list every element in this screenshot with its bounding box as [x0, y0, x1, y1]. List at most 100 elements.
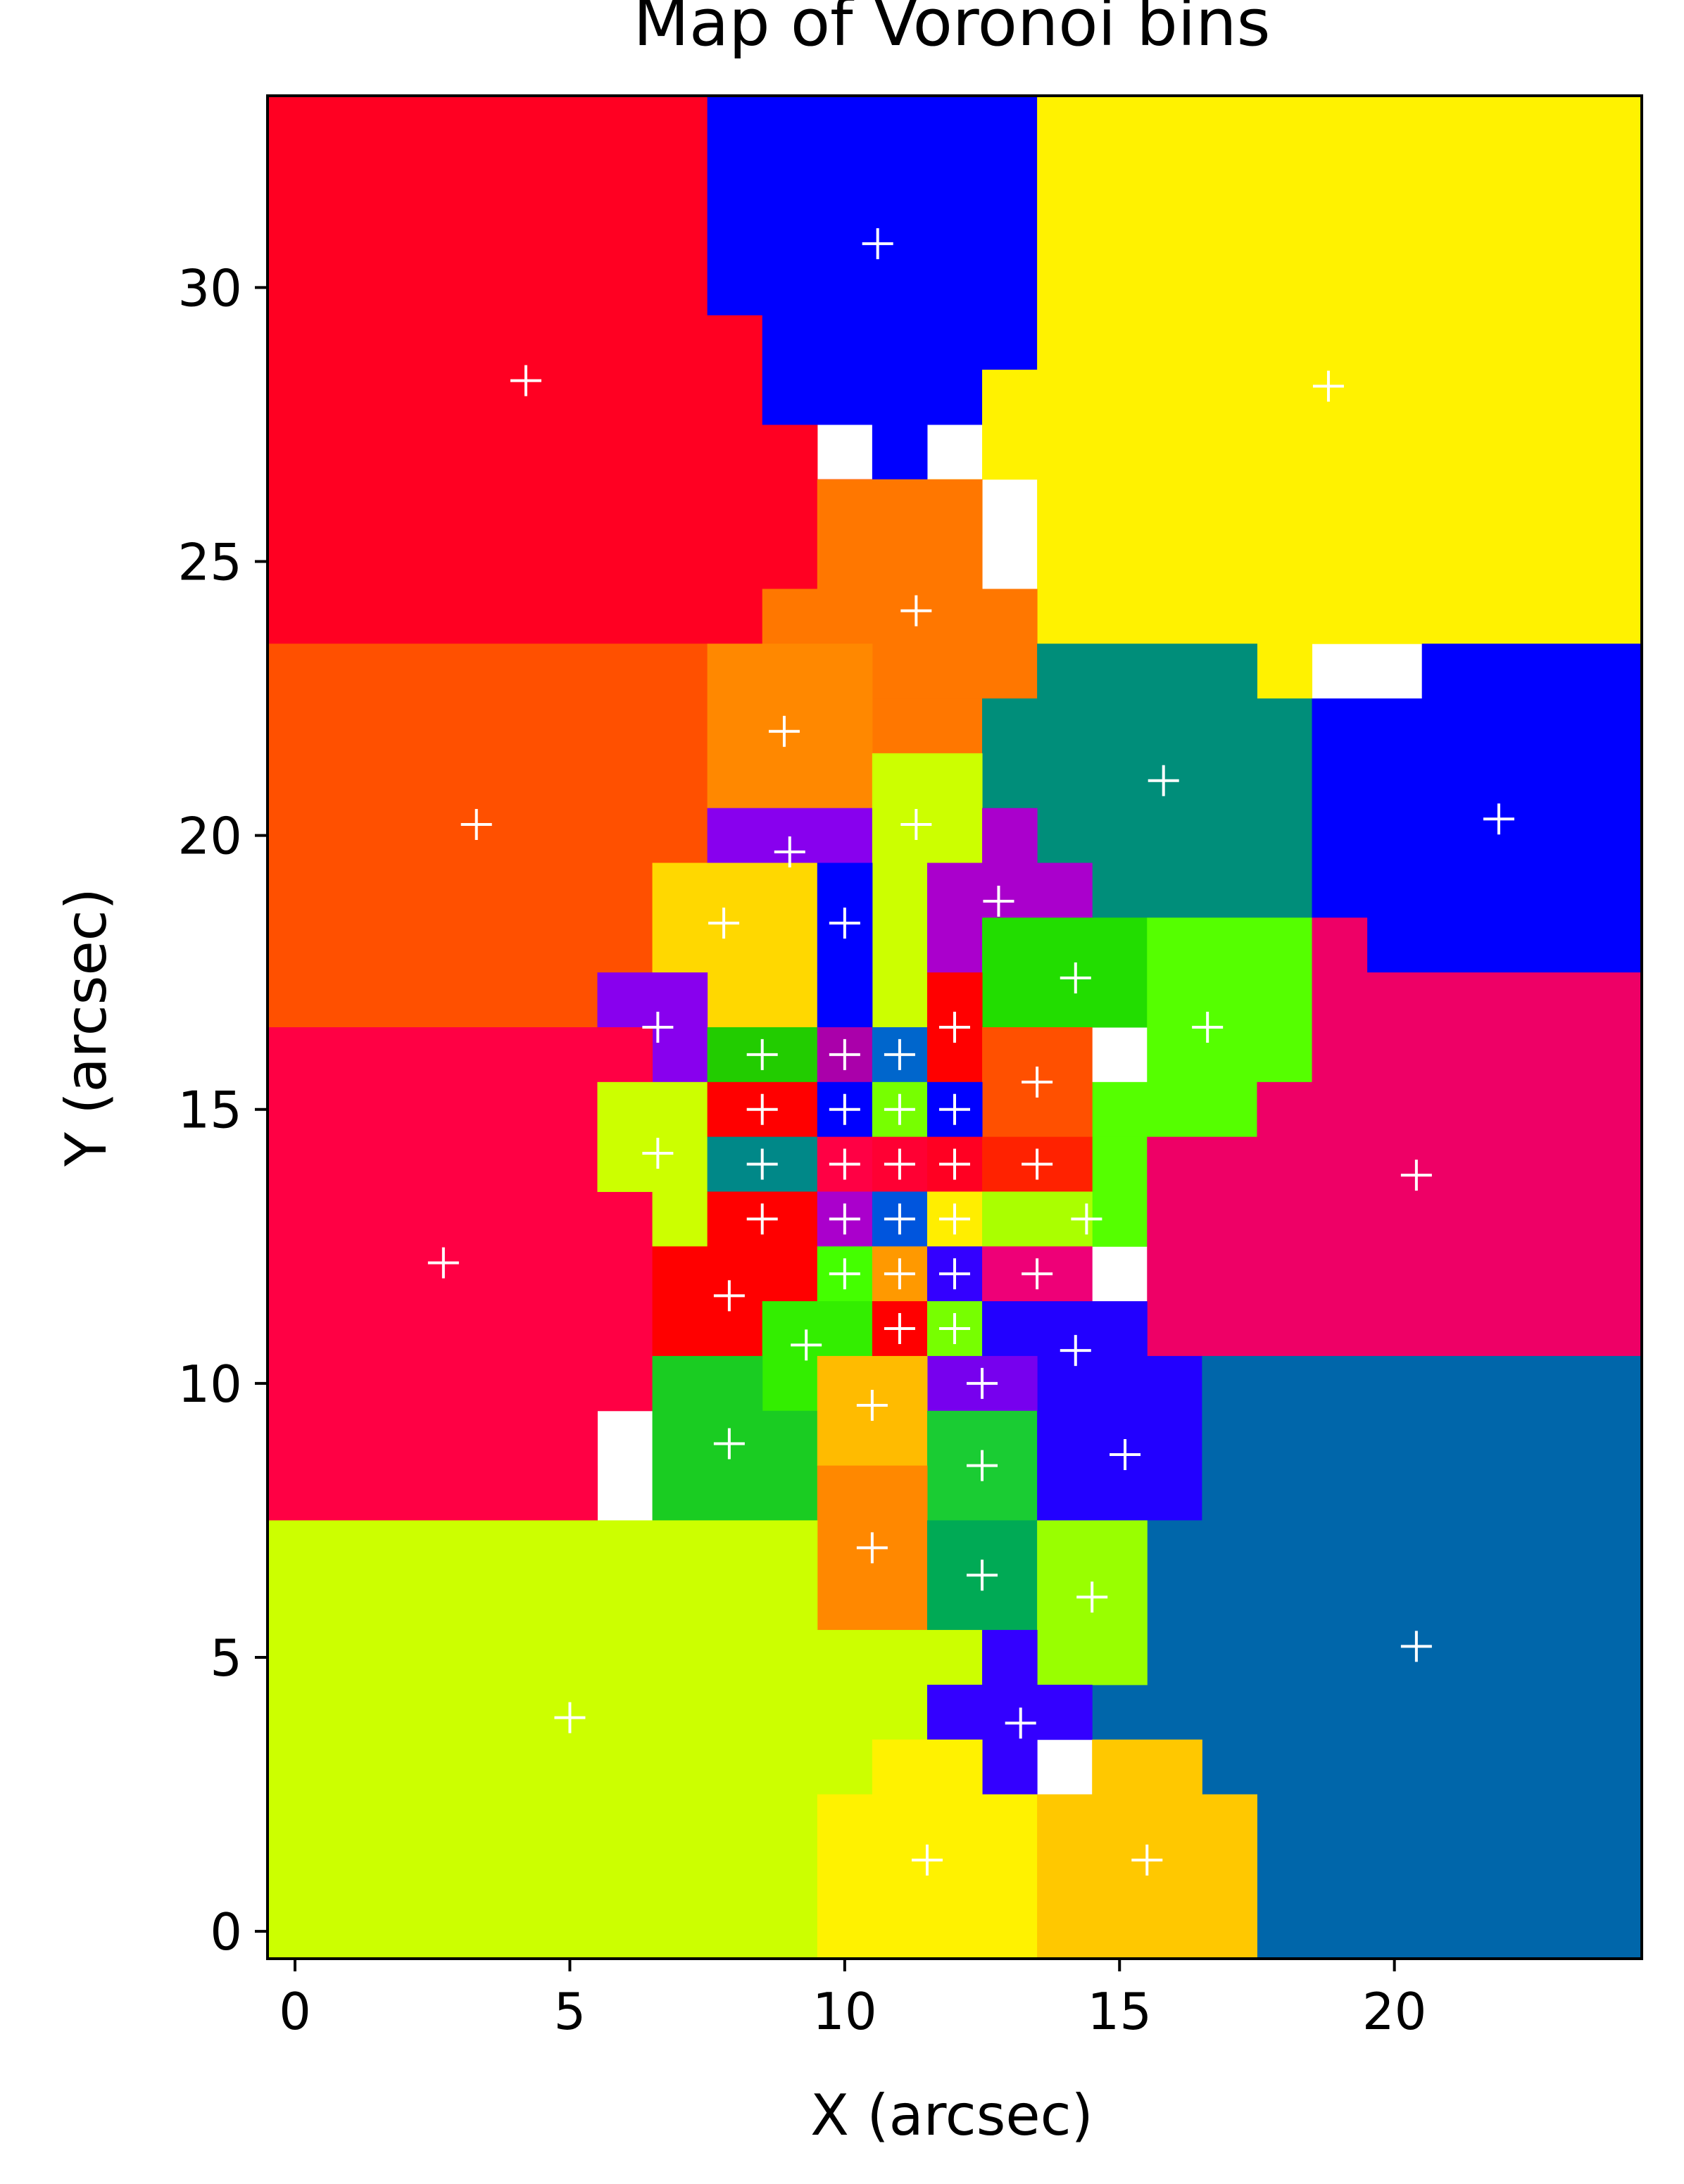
bin-cell-b02-0 [707, 96, 1038, 315]
bin-cell-b03-0 [1037, 96, 1642, 644]
bin-cell-b19-0 [597, 1081, 708, 1192]
x-tick-label: 20 [1362, 1982, 1427, 2041]
bin-cell-b16-1 [1257, 1081, 1642, 1138]
centroid-marker-b41 [884, 1258, 915, 1290]
bin-cell-b47-1 [1037, 1355, 1148, 1412]
bin-cell-b12-0 [652, 862, 818, 973]
bin-cell-b08-1 [1421, 644, 1642, 699]
centroid-marker-b17 [642, 1012, 674, 1043]
centroid-marker-b21 [829, 1038, 860, 1070]
centroid-marker-b52 [1110, 1439, 1141, 1471]
centroid-marker-b01 [510, 365, 541, 396]
centroid-marker-b19 [642, 1137, 674, 1169]
centroid-marker-b20 [746, 1038, 778, 1070]
bin-cell-b59-1 [872, 1739, 983, 1795]
y-tick-label: 15 [177, 1081, 242, 1140]
bin-cell-b47-0 [982, 1301, 1148, 1357]
centroid-marker-b23 [939, 1012, 970, 1043]
centroid-marker-b36 [884, 1203, 915, 1235]
centroid-marker-b44 [791, 1329, 822, 1361]
bin-cell-b44-0 [762, 1301, 873, 1357]
bin-cell-b60-0 [1037, 1794, 1257, 1959]
bin-cell-b57-3 [872, 1684, 928, 1740]
centroid-marker-b16 [1400, 1160, 1432, 1191]
centroid-marker-b57 [554, 1702, 586, 1733]
centroid-marker-b09 [774, 836, 805, 867]
centroid-marker-b47 [1060, 1335, 1091, 1367]
bin-cell-b08-0 [1312, 698, 1642, 918]
centroid-marker-b12 [708, 908, 740, 939]
centroid-markers-layer [427, 228, 1514, 1876]
bin-cell-b34-1 [652, 1246, 763, 1357]
centroid-marker-b60 [1131, 1844, 1163, 1876]
bin-cell-b12-1 [707, 972, 818, 1028]
centroid-marker-b51 [967, 1450, 998, 1481]
centroid-marker-b08 [1483, 803, 1514, 835]
centroid-marker-b10 [900, 809, 932, 841]
bin-cell-b57-0 [268, 1520, 818, 1959]
x-tick-label: 15 [1087, 1982, 1152, 2041]
bin-cell-b02-3 [982, 315, 1038, 370]
centroid-marker-b50 [856, 1389, 888, 1421]
y-tick-label: 5 [210, 1628, 242, 1688]
centroid-marker-b58 [1005, 1707, 1036, 1739]
centroid-marker-b34 [746, 1203, 778, 1235]
bin-cell-b53-0 [1202, 1355, 1642, 1959]
centroid-marker-b29 [746, 1148, 778, 1180]
bin-cell-b15-2 [1092, 1136, 1148, 1247]
y-tick-label: 20 [177, 807, 242, 866]
bin-cell-b60-1 [1092, 1739, 1202, 1795]
bin-cell-b13-1 [817, 972, 873, 1028]
chart-title: Map of Voronoi bins [633, 0, 1270, 61]
centroid-marker-b31 [884, 1148, 915, 1180]
centroid-marker-b38 [1071, 1203, 1102, 1235]
bin-cell-b16-0 [1147, 1136, 1642, 1357]
centroid-marker-b48 [967, 1367, 998, 1399]
centroid-marker-b55 [967, 1559, 998, 1591]
x-axis-label: X (arcsec) [810, 2083, 1093, 2148]
centroid-marker-b07 [1148, 765, 1179, 796]
centroid-marker-b06 [768, 715, 800, 747]
centroid-marker-b02 [862, 228, 893, 260]
centroid-marker-b14 [1060, 962, 1091, 993]
y-tick-label: 25 [177, 533, 242, 592]
centroid-marker-b15 [1192, 1012, 1224, 1043]
bin-cell-b59-0 [817, 1794, 1038, 1959]
bin-cell-b39-0 [762, 1246, 818, 1302]
plot-frame [266, 94, 1643, 1960]
bin-cell-b02-2 [872, 424, 928, 480]
centroid-marker-b39 [713, 1280, 745, 1312]
centroid-marker-b43 [1022, 1258, 1053, 1290]
centroid-marker-b24 [1022, 1066, 1053, 1098]
centroid-marker-b27 [884, 1093, 915, 1125]
bin-cell-b52-1 [1147, 1355, 1202, 1412]
bin-cells-layer [268, 96, 1642, 1959]
centroid-marker-b05 [460, 809, 492, 841]
x-tick-label: 5 [554, 1982, 586, 2041]
centroid-marker-b45 [884, 1313, 915, 1345]
bin-cell-b03-1 [982, 370, 1038, 480]
bin-cell-b04-2 [872, 698, 983, 754]
bin-cell-b14-0 [982, 917, 1148, 1028]
centroid-marker-b54 [856, 1532, 888, 1564]
bin-cell-b18-2 [432, 1465, 598, 1521]
centroid-marker-b30 [829, 1148, 860, 1180]
centroid-marker-b59 [911, 1844, 943, 1876]
centroid-marker-b40 [829, 1258, 860, 1290]
centroid-marker-b11 [983, 886, 1014, 917]
bin-cell-b11-1 [982, 808, 1038, 864]
centroid-marker-b03 [1312, 370, 1344, 402]
centroid-marker-b25 [746, 1093, 778, 1125]
y-axis-label: Y (arcsec) [54, 888, 119, 1167]
bin-cell-b08-2 [1366, 917, 1642, 973]
bin-cell-b52-0 [1037, 1410, 1202, 1521]
bin-cell-b04-0 [817, 479, 983, 589]
centroid-marker-b26 [829, 1093, 860, 1125]
bin-cell-b15-0 [1147, 917, 1313, 1083]
centroid-marker-b49 [713, 1428, 745, 1460]
bin-cell-b19-1 [652, 1191, 708, 1247]
x-axis-ticks: 0 5 10 15 20 [279, 1959, 1426, 2041]
centroid-marker-b46 [939, 1313, 970, 1345]
y-tick-label: 0 [210, 1902, 242, 1962]
bin-cell-b07-1 [1037, 644, 1257, 699]
